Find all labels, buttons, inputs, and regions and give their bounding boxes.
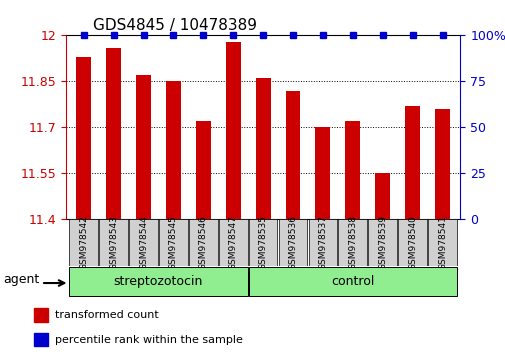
FancyBboxPatch shape (427, 219, 456, 266)
Bar (34, 333, 48, 347)
Text: control: control (330, 275, 374, 288)
FancyBboxPatch shape (248, 219, 277, 266)
FancyBboxPatch shape (159, 219, 187, 266)
Bar (285, 91, 300, 219)
Text: GSM978546: GSM978546 (198, 215, 208, 270)
Bar (345, 121, 360, 219)
Bar (166, 81, 181, 219)
Text: GSM978536: GSM978536 (288, 215, 297, 270)
Text: GSM978545: GSM978545 (169, 215, 178, 270)
Text: agent: agent (4, 273, 40, 286)
Text: GSM978543: GSM978543 (109, 215, 118, 270)
Text: GSM978542: GSM978542 (79, 215, 88, 270)
Text: GSM978538: GSM978538 (347, 215, 357, 270)
FancyBboxPatch shape (278, 219, 307, 266)
Text: GDS4845 / 10478389: GDS4845 / 10478389 (93, 18, 257, 33)
FancyBboxPatch shape (397, 219, 426, 266)
Text: GSM978541: GSM978541 (437, 215, 446, 270)
Text: percentile rank within the sample: percentile rank within the sample (55, 335, 242, 344)
FancyBboxPatch shape (188, 219, 217, 266)
FancyBboxPatch shape (219, 219, 247, 266)
Bar (136, 75, 150, 219)
Bar (34, 308, 48, 322)
FancyBboxPatch shape (368, 219, 396, 266)
Bar (255, 78, 270, 219)
Bar (375, 173, 389, 219)
Bar (405, 106, 419, 219)
FancyBboxPatch shape (69, 219, 98, 266)
Bar (106, 48, 121, 219)
Text: GSM978547: GSM978547 (228, 215, 237, 270)
FancyBboxPatch shape (69, 267, 247, 296)
Text: GSM978544: GSM978544 (139, 215, 148, 270)
Bar (195, 121, 211, 219)
Bar (434, 109, 449, 219)
FancyBboxPatch shape (308, 219, 337, 266)
Text: transformed count: transformed count (55, 310, 159, 320)
Text: GSM978535: GSM978535 (258, 215, 267, 270)
Text: GSM978539: GSM978539 (377, 215, 386, 270)
FancyBboxPatch shape (129, 219, 158, 266)
Bar (225, 41, 240, 219)
Bar (315, 127, 330, 219)
Bar (76, 57, 91, 219)
FancyBboxPatch shape (248, 267, 456, 296)
FancyBboxPatch shape (338, 219, 367, 266)
Text: streptozotocin: streptozotocin (114, 275, 203, 288)
Text: GSM978540: GSM978540 (408, 215, 416, 270)
FancyBboxPatch shape (99, 219, 128, 266)
Text: GSM978537: GSM978537 (318, 215, 327, 270)
